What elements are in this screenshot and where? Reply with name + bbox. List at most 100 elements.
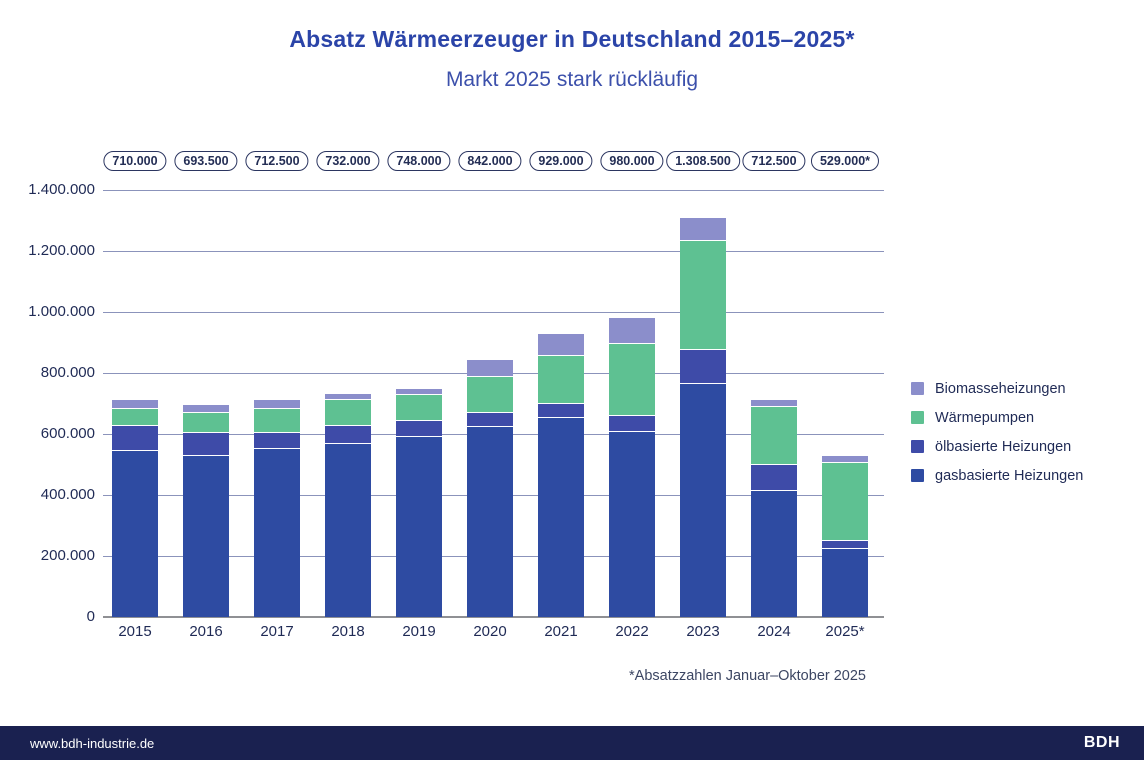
legend-label: gasbasierte Heizungen — [935, 467, 1084, 484]
footer-website-link[interactable]: www.bdh-industrie.de — [30, 735, 155, 751]
total-value-pill: 980.000 — [600, 151, 664, 171]
legend-item-waermepumpen: Wärmepumpen — [911, 403, 1083, 432]
stacked-bar-2017 — [254, 399, 300, 617]
y-axis-tick-label: 200.000 — [40, 547, 95, 564]
bar-segment-biomasseheizungen — [751, 399, 797, 407]
y-axis-tick-label: 1.200.000 — [28, 242, 95, 259]
bar-segment-biomasseheizungen — [680, 217, 726, 242]
bar-segment-wärmepumpen — [112, 408, 158, 427]
bar-segment-gasbasierte-heizungen — [396, 437, 442, 617]
bar-segment-ölbasierte-heizungen — [609, 416, 655, 433]
total-value-pill: 929.000 — [529, 151, 593, 171]
bar-segment-gasbasierte-heizungen — [112, 451, 158, 617]
x-axis-tick-label: 2017 — [260, 623, 294, 640]
legend-item-biomasseheizungen: Biomasseheizungen — [911, 374, 1083, 403]
x-axis-tick-label: 2020 — [473, 623, 507, 640]
chart-legend: Biomasseheizungen Wärmepumpen ölbasierte… — [911, 374, 1083, 490]
bar-segment-wärmepumpen — [751, 406, 797, 465]
stacked-bar-2023 — [680, 217, 726, 617]
total-value-pill: 732.000 — [316, 151, 380, 171]
legend-label: ölbasierte Heizungen — [935, 438, 1072, 455]
bar-segment-biomasseheizungen — [609, 318, 655, 345]
x-axis-tick-label: 2016 — [189, 623, 223, 640]
x-axis-tick-label: 2024 — [757, 623, 791, 640]
chart-title: Absatz Wärmeerzeuger in Deutschland 2015… — [289, 26, 855, 52]
y-axis-tick-label: 1.400.000 — [28, 181, 95, 198]
bar-segment-gasbasierte-heizungen — [609, 432, 655, 617]
stacked-bar-2016 — [183, 405, 229, 617]
bar-segment-wärmepumpen — [183, 413, 229, 434]
x-axis-tick-label: 2022 — [615, 623, 649, 640]
bar-segment-ölbasierte-heizungen — [112, 426, 158, 452]
bar-segment-gasbasierte-heizungen — [751, 490, 797, 617]
x-axis-tick-label: 2015 — [118, 623, 152, 640]
bar-segment-gasbasierte-heizungen — [680, 384, 726, 617]
legend-label: Biomasseheizungen — [935, 380, 1066, 397]
legend-item-gasbasierte-heizungen: gasbasierte Heizungen — [911, 461, 1083, 490]
y-axis-tick-label: 0 — [86, 608, 95, 625]
bar-segment-biomasseheizungen — [112, 400, 158, 409]
bar-segment-wärmepumpen — [538, 356, 584, 405]
legend-label: Wärmepumpen — [935, 409, 1035, 426]
x-axis-baseline — [103, 616, 884, 618]
bar-segment-ölbasierte-heizungen — [680, 349, 726, 385]
bar-segment-gasbasierte-heizungen — [183, 456, 229, 617]
chart-subtitle: Markt 2025 stark rückläufig — [445, 68, 699, 91]
stacked-bar-2018 — [325, 393, 371, 617]
grid-line — [103, 251, 884, 252]
stacked-bar-2024 — [751, 399, 797, 617]
bdh-logo: BDH — [1083, 734, 1120, 751]
bar-segment-gasbasierte-heizungen — [325, 444, 371, 617]
legend-item-oelbasierte-heizungen: ölbasierte Heizungen — [911, 432, 1083, 461]
stacked-bar-2022 — [609, 318, 655, 617]
y-axis-tick-label: 400.000 — [40, 486, 95, 503]
legend-swatch-gas-icon — [911, 469, 924, 482]
total-value-pill: 748.000 — [387, 151, 451, 171]
bar-segment-ölbasierte-heizungen — [183, 433, 229, 457]
x-axis-tick-label: 2021 — [544, 623, 578, 640]
legend-swatch-oil-icon — [911, 440, 924, 453]
chart-footnote: *Absatzzahlen Januar–Oktober 2025 — [629, 668, 866, 684]
y-axis-tick-label: 800.000 — [40, 364, 95, 381]
bar-segment-biomasseheizungen — [396, 388, 442, 395]
bar-segment-gasbasierte-heizungen — [254, 449, 300, 617]
legend-swatch-heatpump-icon — [911, 411, 924, 424]
x-axis-tick-label: 2018 — [331, 623, 365, 640]
total-value-pill: 710.000 — [103, 151, 167, 171]
stacked-bar-2025 — [822, 455, 868, 617]
footer-bar: www.bdh-industrie.de BDH — [0, 726, 1144, 760]
stacked-bar-2020 — [467, 360, 513, 617]
x-axis-tick-label: 2019 — [402, 623, 436, 640]
x-axis-tick-label: 2023 — [686, 623, 720, 640]
bar-segment-ölbasierte-heizungen — [751, 464, 797, 491]
bar-segment-ölbasierte-heizungen — [467, 413, 513, 427]
bar-segment-wärmepumpen — [822, 463, 868, 542]
bar-segment-biomasseheizungen — [325, 393, 371, 401]
bar-segment-ölbasierte-heizungen — [822, 541, 868, 549]
grid-line — [103, 312, 884, 313]
bar-segment-biomasseheizungen — [538, 333, 584, 357]
bar-segment-wärmepumpen — [254, 408, 300, 433]
bar-segment-gasbasierte-heizungen — [538, 417, 584, 617]
bar-segment-biomasseheizungen — [254, 399, 300, 409]
bar-segment-wärmepumpen — [609, 344, 655, 417]
total-value-pill: 842.000 — [458, 151, 522, 171]
bar-segment-wärmepumpen — [680, 241, 726, 350]
total-value-pill: 1.308.500 — [666, 151, 740, 171]
bar-segment-gasbasierte-heizungen — [467, 426, 513, 617]
total-value-pill: 693.500 — [174, 151, 238, 171]
bar-segment-gasbasierte-heizungen — [822, 548, 868, 617]
y-axis-tick-label: 1.000.000 — [28, 303, 95, 320]
legend-swatch-biomass-icon — [911, 382, 924, 395]
bar-segment-ölbasierte-heizungen — [325, 426, 371, 445]
bar-segment-biomasseheizungen — [822, 455, 868, 464]
total-value-pill: 529.000* — [810, 151, 880, 171]
grid-line — [103, 190, 884, 191]
bar-segment-ölbasierte-heizungen — [254, 432, 300, 450]
y-axis-tick-label: 600.000 — [40, 425, 95, 442]
bar-segment-biomasseheizungen — [467, 360, 513, 377]
bar-segment-wärmepumpen — [467, 376, 513, 414]
stacked-bar-2015 — [112, 400, 158, 617]
